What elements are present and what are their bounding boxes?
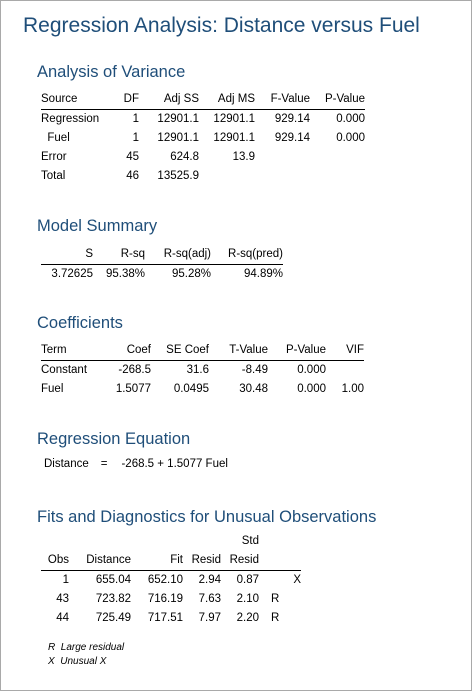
table-row: 43 723.82 716.19 7.63 2.10 R [41,590,301,609]
fits-heading: Fits and Diagnostics for Unusual Observa… [37,508,377,526]
table-header-row: S R-sq R-sq(adj) R-sq(pred) [41,245,283,265]
table-row: Constant -268.5 31.6 -8.49 0.000 [41,364,326,376]
footnote-large-residual: R Large residual [48,642,125,653]
column-header: Term [41,341,103,361]
model-summary-table: S R-sq R-sq(adj) R-sq(pred) 3.72625 95.3… [41,245,283,284]
fits-table: Std Obs Distance Fit Resid Resid 1 655.0… [41,532,301,628]
column-header: VIF [326,341,364,361]
column-header: Distance [69,551,131,571]
column-header: Source [41,90,114,110]
table-row: 1 655.04 652.10 2.94 0.87 X [41,571,301,591]
column-header: Adj SS [139,90,199,110]
table-header-row: Term Coef SE Coef T-Value P-Value VIF [41,341,364,361]
table-row: 3.72625 95.38% 95.28% 94.89% [51,268,283,280]
regression-equation: Distance = -268.5 + 1.5077 Fuel [44,458,228,470]
table-row: 44 725.49 717.51 7.97 2.20 R [41,609,301,628]
model-summary-heading: Model Summary [37,217,158,235]
table-row: Error 45 624.8 13.9 [41,151,255,163]
flag: X [293,574,301,586]
coefficients-heading: Coefficients [37,314,123,332]
column-header: R-sq(pred) [211,245,283,265]
flag: R [271,593,280,605]
table-header-row: Std [41,532,301,551]
column-header: P-Value [268,341,326,361]
table-row: Fuel 1 12901.1 12901.1 929.14 0.000 [41,132,365,144]
column-header: Adj MS [199,90,255,110]
equation-equals: = [100,458,108,470]
column-header: F-Value [255,90,310,110]
table-row: Fuel 1.5077 0.0495 30.48 0.000 1.00 [41,383,364,395]
column-header: S [41,245,93,265]
column-header: Fit [131,551,183,571]
table-row: Total 46 13525.9 [41,170,199,182]
page-title: Regression Analysis: Distance versus Fue… [23,14,420,37]
anova-table: Source DF Adj SS Adj MS F-Value P-Value … [41,90,365,186]
coefficients-table: Term Coef SE Coef T-Value P-Value VIF Co… [41,341,364,399]
column-header: Std [241,535,259,547]
table-header-row: Source DF Adj SS Adj MS F-Value P-Value [41,90,365,110]
column-header: SE Coef [151,341,209,361]
table-header-row: Obs Distance Fit Resid Resid [41,551,301,571]
anova-heading: Analysis of Variance [37,63,186,81]
column-header: R-sq(adj) [145,245,211,265]
footnote-unusual-x: X Unusual X [48,656,107,667]
equation-expression: -268.5 + 1.5077 Fuel [121,458,228,470]
flag: R [271,612,280,624]
column-header: R-sq [93,245,145,265]
column-header: Resid [183,551,221,571]
column-header: Resid [221,551,259,571]
column-header: Coef [103,341,151,361]
column-header: T-Value [209,341,268,361]
column-header: DF [114,90,139,110]
equation-response: Distance [44,458,89,470]
column-header: P-Value [310,90,365,110]
table-row: Regression 1 12901.1 12901.1 929.14 0.00… [41,113,365,125]
equation-heading: Regression Equation [37,430,191,448]
column-header: Obs [41,551,69,571]
